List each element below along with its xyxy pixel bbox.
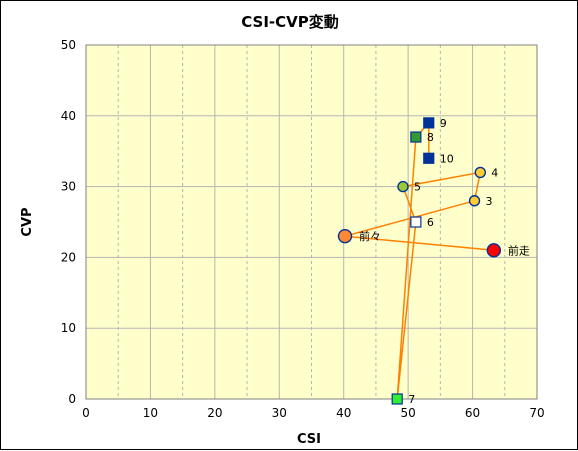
point-label: 6 <box>427 216 434 229</box>
y-tick-label: 0 <box>68 392 76 406</box>
series-line <box>344 120 494 400</box>
point-label: 9 <box>440 117 447 130</box>
tick-labels: 0 10 20 30 40 50 60 70 0 10 20 30 40 50 <box>61 38 545 420</box>
point-label: 7 <box>408 393 415 406</box>
y-tick-label: 10 <box>61 321 76 335</box>
point-marker <box>337 228 353 244</box>
point-label: 5 <box>414 181 421 194</box>
point-marker <box>423 117 435 129</box>
point-label: 前々 <box>359 229 381 243</box>
point-label: 8 <box>427 131 434 144</box>
grid <box>85 44 538 400</box>
point-label: 10 <box>440 152 454 165</box>
point-label: 4 <box>491 166 498 179</box>
x-tick-label: 20 <box>207 406 222 420</box>
connection-lines <box>344 120 494 400</box>
x-axis-title: CSI <box>297 432 321 447</box>
x-tick-label: 70 <box>529 406 544 420</box>
y-tick-label: 40 <box>61 109 76 123</box>
y-tick-label: 30 <box>61 180 76 194</box>
x-tick-label: 50 <box>401 406 416 420</box>
data-points <box>337 117 502 405</box>
x-tick-label: 40 <box>336 406 351 420</box>
plot-border <box>85 44 538 400</box>
point-label: 前走 <box>508 243 530 257</box>
point-marker <box>474 166 487 179</box>
point-marker <box>391 393 403 405</box>
point-marker <box>423 152 435 164</box>
point-marker <box>410 216 422 228</box>
point-marker <box>410 131 422 143</box>
y-tick-label: 50 <box>61 38 76 52</box>
x-tick-label: 30 <box>272 406 287 420</box>
y-tick-label: 20 <box>61 250 76 264</box>
chart-title: CSI-CVP変動 <box>241 13 339 31</box>
point-marker <box>397 180 409 193</box>
point-label: 3 <box>486 195 493 208</box>
point-marker <box>468 195 481 207</box>
point-marker <box>486 243 502 258</box>
x-tick-label: 10 <box>143 406 158 420</box>
x-tick-label: 60 <box>465 406 480 420</box>
x-tick-label: 0 <box>82 406 90 420</box>
y-axis-title: CVP <box>20 207 35 236</box>
